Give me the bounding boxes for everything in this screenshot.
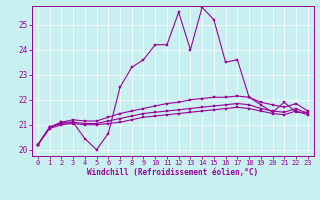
X-axis label: Windchill (Refroidissement éolien,°C): Windchill (Refroidissement éolien,°C) bbox=[87, 168, 258, 177]
